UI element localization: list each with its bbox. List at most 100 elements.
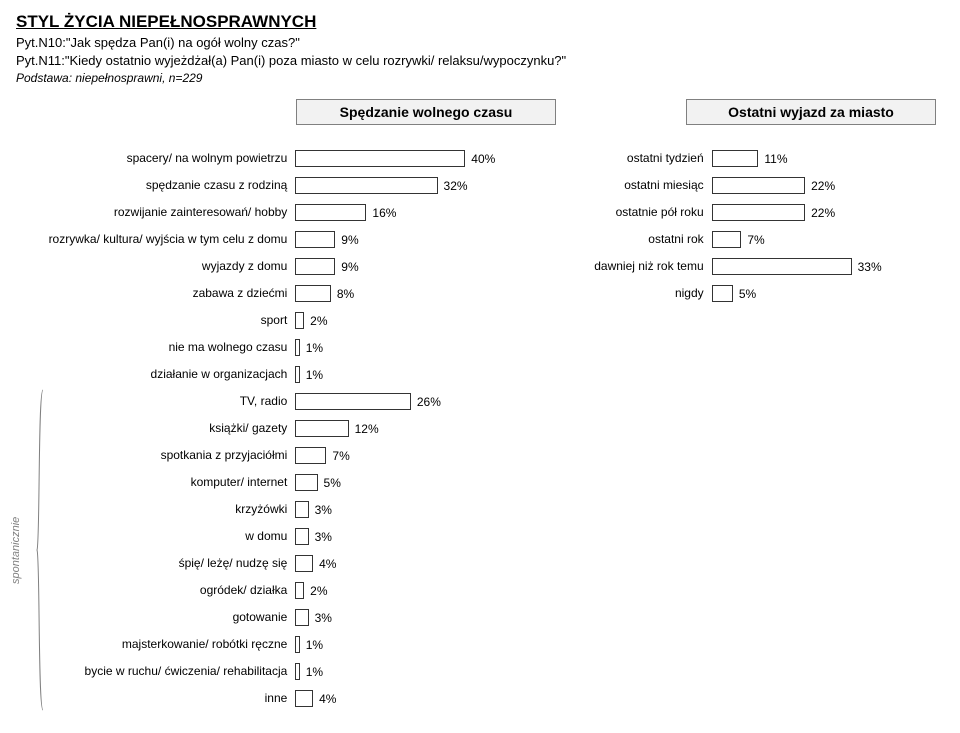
bar-row: sport 2% [47,307,573,334]
bar-label: komputer/ internet [47,476,295,489]
bar-value: 1% [306,638,323,652]
bar [295,393,411,410]
bar-value: 5% [324,476,341,490]
bar-row: gotowanie 3% [47,604,573,631]
bar-track: 1% [295,636,495,653]
bar-track: 9% [295,258,495,275]
right-bar-chart: ostatni tydzień11%ostatni miesiąc22%osta… [574,145,944,307]
bar-value: 22% [811,206,835,220]
bar-value: 12% [355,422,379,436]
bar-track: 33% [712,258,882,275]
bar-track: 11% [712,150,882,167]
bar-value: 9% [341,233,358,247]
bar-label: nie ma wolnego czasu [47,341,295,354]
bar-row: ostatni miesiąc22% [574,172,944,199]
bar-value: 5% [739,287,756,301]
bar [295,150,465,167]
bar [712,231,742,248]
bar-label: nigdy [574,287,712,300]
bar-value: 4% [319,557,336,571]
brace-icon [34,388,44,712]
bar-track: 4% [295,555,495,572]
bar [712,177,806,194]
bar-track: 3% [295,501,495,518]
bar-track: 1% [295,663,495,680]
right-panel-title: Ostatni wyjazd za miasto [686,99,936,125]
bar [295,663,299,680]
bar-track: 4% [295,690,495,707]
bar-label: gotowanie [47,611,295,624]
header-block: STYL ŻYCIA NIEPEŁNOSPRAWNYCH Pyt.N10:"Ja… [16,12,944,85]
bar-label: majsterkowanie/ robótki ręczne [47,638,295,651]
bar [295,609,308,626]
charts-row: spontanicznie spacery/ na wolnym powietr… [16,145,944,712]
bar-label: ostatnie pół roku [574,206,712,219]
bar-track: 8% [295,285,495,302]
bar-row: zabawa z dziećmi8% [47,280,573,307]
bar-track: 16% [295,204,495,221]
bar-value: 33% [858,260,882,274]
bar-value: 1% [306,368,323,382]
bar-label: spacery/ na wolnym powietrzu [47,152,295,165]
bar-track: 7% [712,231,882,248]
bar-track: 5% [712,285,882,302]
bar-value: 8% [337,287,354,301]
bar-label: śpię/ leżę/ nudzę się [47,557,295,570]
bar-label: inne [47,692,295,705]
bar [295,177,437,194]
bar [295,636,299,653]
bar-label: bycie w ruchu/ ćwiczenia/ rehabilitacja [47,665,295,678]
bar-label: sport [47,314,295,327]
bar-value: 7% [747,233,764,247]
bar-track: 2% [295,312,495,329]
bar-track: 1% [295,339,495,356]
bar-label: książki/ gazety [47,422,295,435]
bar-row: wyjazdy z domu 9% [47,253,573,280]
bar-row: majsterkowanie/ robótki ręczne 1% [47,631,573,658]
bar-row: dawniej niż rok temu33% [574,253,944,280]
bar [295,312,304,329]
bar [712,204,806,221]
bar-value: 4% [319,692,336,706]
bar-track: 32% [295,177,495,194]
bar-value: 3% [315,611,332,625]
bar-row: ostatni tydzień11% [574,145,944,172]
bar [295,474,317,491]
bar-value: 11% [764,152,787,166]
bar-value: 2% [310,584,327,598]
bar-value: 40% [471,152,495,166]
bar [295,258,335,275]
bar-track: 26% [295,393,495,410]
bar-value: 9% [341,260,358,274]
spontaneous-label: spontanicznie [10,517,22,584]
bar-track: 22% [712,177,882,194]
bar-row: rozwijanie zainteresowań/ hobby16% [47,199,573,226]
bar-row: nigdy 5% [574,280,944,307]
bar-label: ostatni miesiąc [574,179,712,192]
bar-track: 9% [295,231,495,248]
bar-row: TV, radio26% [47,388,573,415]
bar [295,501,308,518]
bar-row: krzyżówki3% [47,496,573,523]
question-2: Pyt.N11:"Kiedy ostatnio wyjeżdżał(a) Pan… [16,52,944,70]
bar-row: nie ma wolnego czasu1% [47,334,573,361]
bar-value: 7% [332,449,349,463]
bar-row: spacery/ na wolnym powietrzu 40% [47,145,573,172]
bar-row: ogródek/ działka 2% [47,577,573,604]
bar [712,258,852,275]
bar [295,231,335,248]
left-panel-title: Spędzanie wolnego czasu [296,99,556,125]
bar-label: ogródek/ działka [47,584,295,597]
bar [295,339,299,356]
bar-label: rozrywka/ kultura/ wyjścia w tym celu z … [47,233,295,246]
bar-value: 2% [310,314,327,328]
basis-text: Podstawa: niepełnosprawni, n=229 [16,71,944,85]
bar-label: ostatni rok [574,233,712,246]
bar [295,555,313,572]
bar-label: wyjazdy z domu [47,260,295,273]
bar-row: inne 4% [47,685,573,712]
bar [295,447,326,464]
bar-row: bycie w ruchu/ ćwiczenia/ rehabilitacja1… [47,658,573,685]
panel-headers: Spędzanie wolnego czasu Ostatni wyjazd z… [296,99,944,125]
bar-row: ostatnie pół roku 22% [574,199,944,226]
